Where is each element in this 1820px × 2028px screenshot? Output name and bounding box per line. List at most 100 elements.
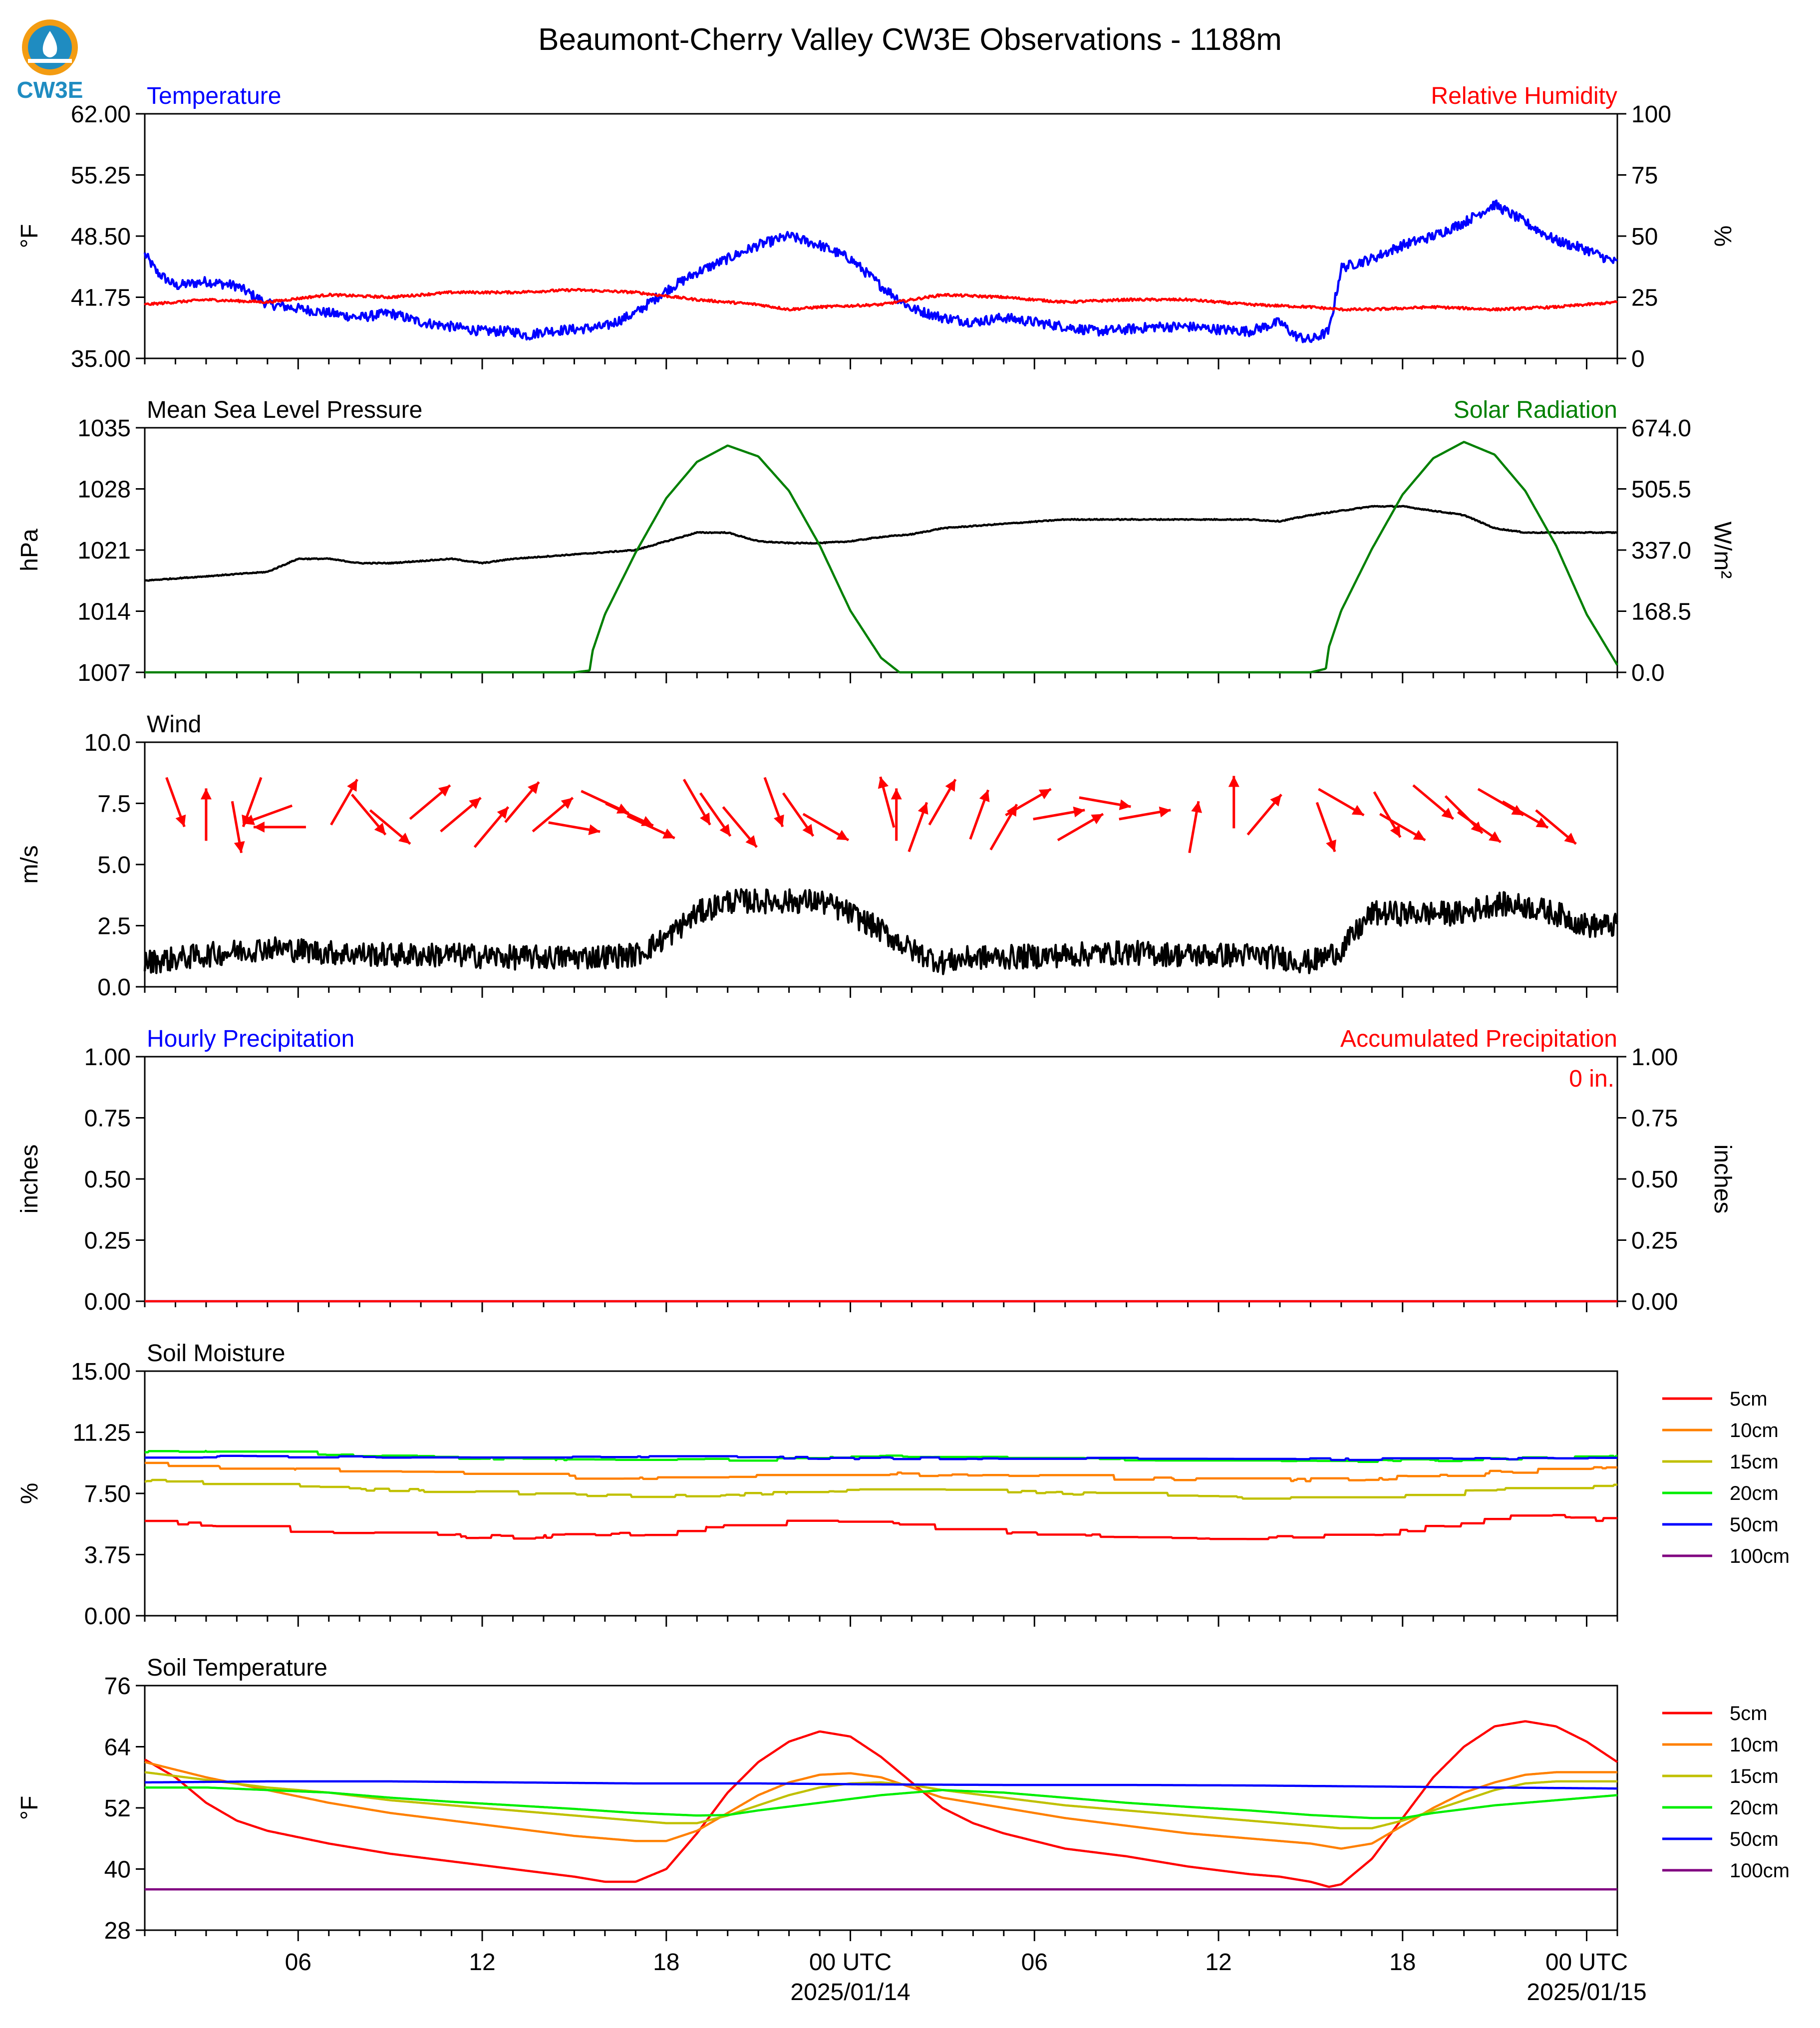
series-line-10cm: [144, 1760, 1618, 1850]
wind-arrow: [1079, 796, 1131, 811]
y-tick-label: 3.75: [84, 1542, 131, 1569]
series-line-5cm: [144, 1720, 1618, 1888]
wind-arrow: [231, 801, 245, 854]
x-tick-label: 06: [285, 1949, 311, 1976]
wind-arrow: [1228, 776, 1239, 829]
panel-1: Temperature Relative Humidity 35.00 41.75 48…: [16, 83, 1736, 372]
wind-arrow: [1246, 794, 1282, 836]
y-tick-label: 1014: [77, 599, 131, 625]
wind-arrow-head: [979, 790, 990, 803]
wind-arrow-head: [243, 815, 255, 825]
wind-arrow-head: [700, 812, 710, 825]
series-line-temperature: [143, 199, 1618, 343]
y2-tick-label: 0.50: [1631, 1166, 1678, 1193]
panel-left-title: Soil Temperature: [147, 1655, 327, 1681]
wind-arrow-head: [469, 798, 481, 809]
legend: 5cm 10cm 15cm 20cm 50cm 100cm: [1662, 1388, 1790, 1567]
wind-arrow-head: [1351, 805, 1364, 816]
panels: Temperature Relative Humidity 35.00 41.75 48…: [16, 83, 1790, 2006]
x-tick-label: 12: [1205, 1949, 1231, 1976]
wind-arrow-head: [200, 788, 212, 800]
y2-tick-label: 100: [1631, 101, 1671, 128]
legend-label-15cm: 15cm: [1730, 1451, 1779, 1473]
y-tick-label: 15.00: [71, 1359, 131, 1385]
wind-arrow-head: [497, 807, 509, 819]
x-tick-label: 12: [469, 1949, 495, 1976]
panel-left-title: Soil Moisture: [147, 1340, 285, 1367]
panel-5: Soil Moisture 0.00 3.75 7.50 11.25 15.00% 5cm 1…: [16, 1340, 1790, 1630]
wind-arrow-head: [662, 828, 675, 839]
y-axis-label: °F: [16, 224, 43, 249]
y-tick-label: 35.00: [71, 346, 131, 372]
logo-wave-icon: [28, 59, 72, 63]
figure-title: Beaumont-Cherry Valley CW3E Observations…: [538, 22, 1282, 57]
y-tick-label: 0.50: [84, 1166, 131, 1193]
wind-arrow-head: [1564, 833, 1576, 844]
panel-left-title: Temperature: [147, 83, 281, 109]
y-tick-label: 52: [104, 1795, 131, 1822]
wind-arrow-head: [1326, 839, 1336, 852]
wind-arrow-head: [175, 814, 186, 827]
legend-label-20cm: 20cm: [1730, 1482, 1779, 1504]
accumulated-total-label: 0 in.: [1569, 1066, 1614, 1092]
legend: 5cm 10cm 15cm 20cm 50cm 100cm: [1662, 1703, 1790, 1882]
y-tick-label: 1.00: [84, 1044, 131, 1071]
legend-label-10cm: 10cm: [1730, 1420, 1779, 1442]
y-tick-label: 0.25: [84, 1228, 131, 1254]
panel-right-title: Solar Radiation: [1454, 397, 1617, 423]
series-line-5cm: [144, 1514, 1618, 1540]
y2-tick-label: 75: [1631, 163, 1658, 189]
y-tick-label: 7.5: [97, 791, 131, 818]
y-tick-label: 1021: [77, 538, 131, 564]
x-date-label: 2025/01/15: [1526, 1979, 1646, 2006]
y2-axis-label: %: [1709, 226, 1736, 247]
wind-arrow-head: [1413, 830, 1426, 841]
wind-arrow-head: [719, 824, 731, 836]
series-line-20cm: [144, 1449, 1618, 1463]
legend-label-10cm: 10cm: [1730, 1734, 1779, 1756]
y-tick-label: 55.25: [71, 163, 131, 189]
y2-tick-label: 0.25: [1631, 1228, 1678, 1254]
wind-arrow: [626, 815, 675, 840]
plot-frame: [144, 1370, 1618, 1617]
wind-arrow: [782, 792, 815, 837]
wind-arrow: [350, 794, 387, 836]
x-tick-label: 06: [1021, 1949, 1048, 1976]
y-axis-label: hPa: [16, 529, 43, 572]
legend-label-15cm: 15cm: [1730, 1765, 1779, 1787]
wind-arrow-head: [234, 841, 245, 853]
wind-arrow: [548, 821, 601, 836]
y2-axis-label: W/m²: [1709, 522, 1736, 579]
wind-arrow: [409, 784, 451, 820]
wind-arrow-head: [1471, 821, 1483, 834]
wind-arrow-head: [891, 788, 902, 800]
wind-arrow-head: [1390, 825, 1401, 838]
panel-left-title: Mean Sea Level Pressure: [147, 397, 422, 423]
wind-arrow: [1535, 809, 1577, 845]
wind-arrow: [1457, 811, 1502, 844]
wind-arrow: [699, 792, 732, 837]
series-line-wind-speed: [143, 888, 1619, 975]
y-tick-label: 41.75: [71, 285, 131, 311]
y-tick-label: 64: [104, 1735, 131, 1761]
y2-tick-label: 674.0: [1631, 415, 1691, 442]
wind-arrow: [928, 779, 957, 826]
wind-arrow: [473, 806, 510, 848]
wind-arrow-head: [1441, 808, 1454, 819]
y-tick-label: 1035: [77, 415, 131, 442]
legend-label-5cm: 5cm: [1730, 1388, 1768, 1410]
wind-arrow: [532, 797, 574, 833]
wind-arrow-head: [398, 833, 410, 844]
y2-tick-label: 505.5: [1631, 477, 1691, 503]
wind-arrow: [1412, 784, 1455, 820]
panel-right-title: Accumulated Precipitation: [1340, 1026, 1617, 1052]
cw3e-logo: CW3E: [17, 19, 83, 103]
panel-left-title: Hourly Precipitation: [147, 1026, 354, 1052]
legend-label-5cm: 5cm: [1730, 1703, 1768, 1725]
wind-arrow-head: [945, 779, 956, 792]
legend-label-50cm: 50cm: [1730, 1514, 1779, 1536]
wind-arrow-head: [347, 779, 357, 792]
y-tick-label: 48.50: [71, 224, 131, 250]
y-tick-label: 40: [104, 1857, 131, 1883]
wind-arrow-head: [1038, 789, 1051, 800]
